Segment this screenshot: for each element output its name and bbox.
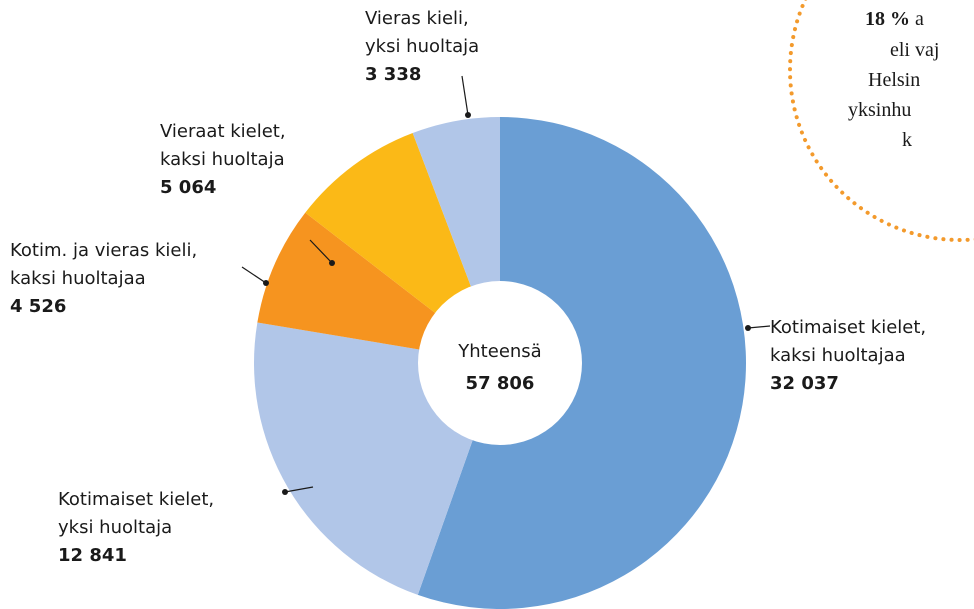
- leader-line: [461, 75, 469, 116]
- value-label: 5 064: [160, 177, 216, 198]
- leader-line: [241, 266, 267, 284]
- annotation-circle: [788, 0, 974, 242]
- annotation-line: k: [902, 129, 912, 151]
- donut-hole: [418, 281, 582, 445]
- value-label: 12 841: [58, 545, 127, 566]
- leader-dot: [282, 489, 288, 495]
- leader-line: [284, 486, 314, 493]
- annotation-line: 18 % a: [865, 8, 924, 30]
- slice-label: yksi huoltaja: [58, 517, 172, 538]
- annotation-text: a: [915, 8, 924, 30]
- leader-line: [747, 325, 771, 329]
- annotation-line: eli vaj: [890, 39, 939, 61]
- slice-label: Vieraat kielet,: [160, 121, 286, 142]
- slice-label: Kotimaiset kielet,: [770, 317, 926, 338]
- center-value: 57 806: [466, 373, 535, 394]
- value-label: 3 338: [365, 64, 421, 85]
- value-label: 4 526: [10, 296, 66, 317]
- slice-label: Vieras kieli,: [365, 8, 469, 29]
- slice-label: kaksi huoltaja: [160, 149, 285, 170]
- leader-dot: [745, 325, 751, 331]
- annotation-lead: 18 %: [865, 8, 910, 30]
- value-label: 32 037: [770, 373, 839, 394]
- leader-dot: [263, 280, 269, 286]
- slice-label: yksi huoltaja: [365, 36, 479, 57]
- leader-dot: [329, 260, 335, 266]
- slice-label: kaksi huoltajaa: [10, 268, 146, 289]
- slice-label: Kotim. ja vieras kieli,: [10, 240, 197, 261]
- leader-line: [309, 239, 333, 264]
- slice-label: Kotimaiset kielet,: [58, 489, 214, 510]
- slice-label: kaksi huoltajaa: [770, 345, 906, 366]
- leader-dot: [465, 112, 471, 118]
- annotation-line: yksinhu: [848, 99, 911, 121]
- center-title: Yhteensä: [457, 341, 541, 362]
- annotation-line: Helsin: [868, 69, 920, 91]
